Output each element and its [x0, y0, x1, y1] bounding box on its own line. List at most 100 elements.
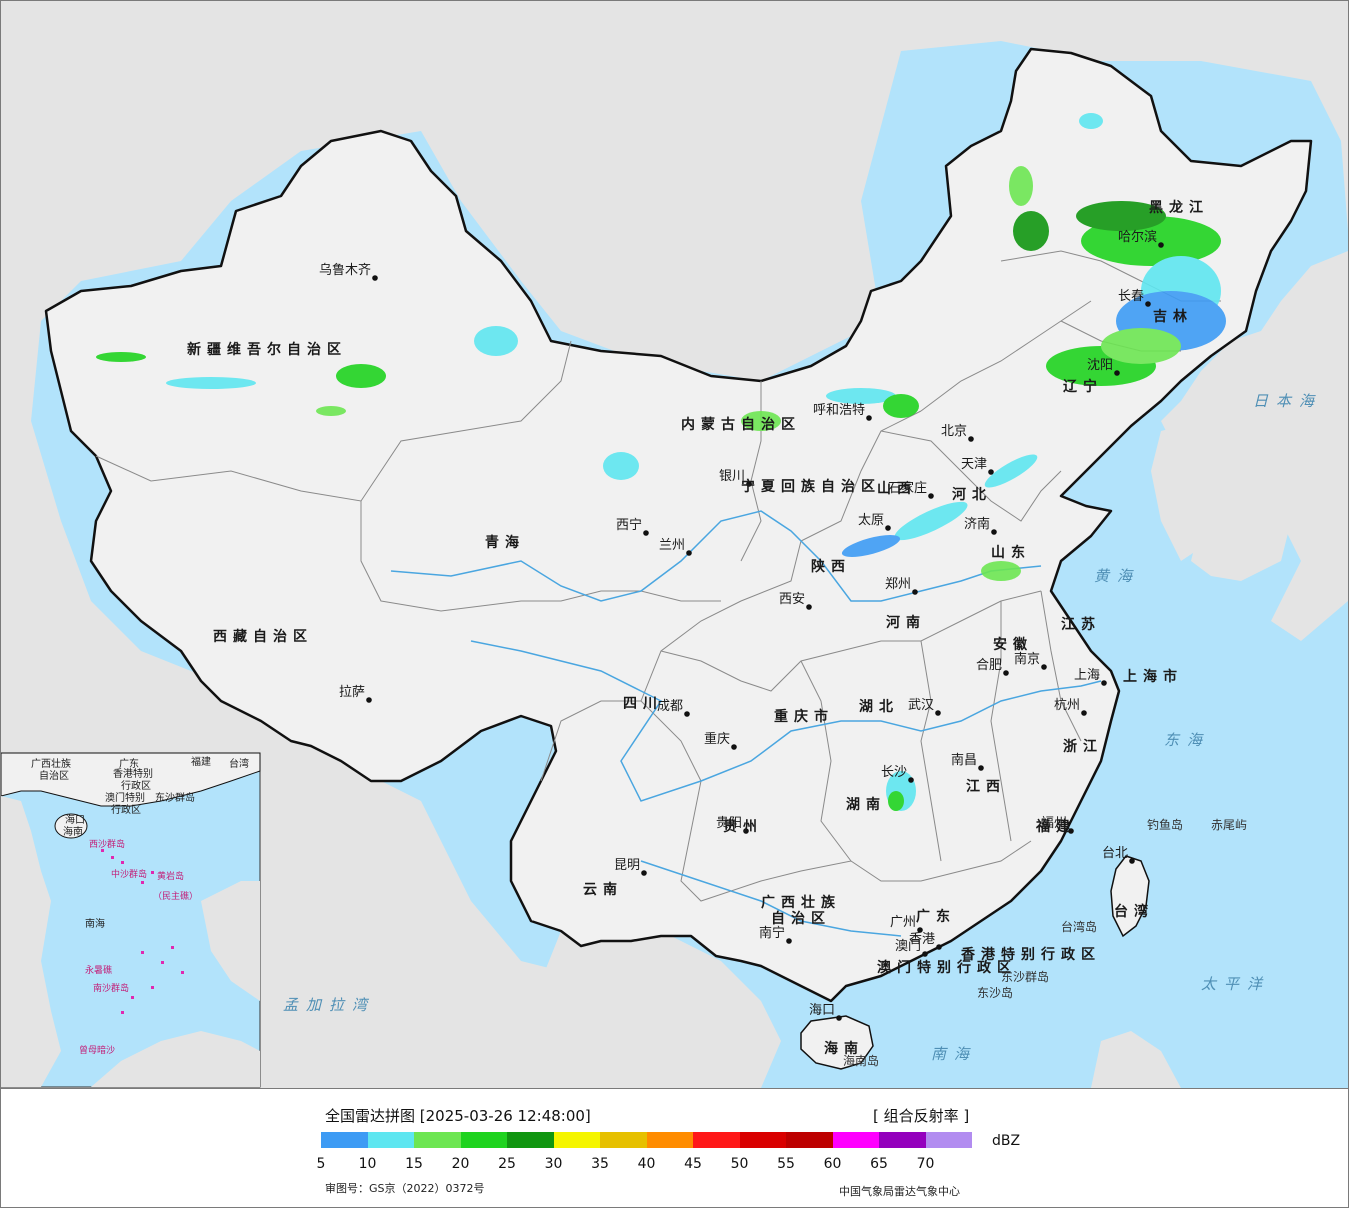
inset-label: 广东 — [119, 757, 139, 770]
legend-swatch — [507, 1132, 554, 1148]
inset-label: 东沙群岛 — [155, 791, 195, 804]
inset-hainan — [54, 813, 88, 839]
inset-label: 广西壮族 — [31, 757, 71, 770]
city-dot — [922, 951, 928, 957]
province-label: 内蒙古自治区 — [681, 416, 801, 433]
island-label: 台湾岛 — [1061, 919, 1097, 934]
province-label: 福建 — [1035, 818, 1076, 835]
sea-label: 太平洋 — [1201, 975, 1270, 993]
city-8: 石家庄 — [888, 480, 934, 499]
legend-swatch — [460, 1132, 507, 1148]
city-label: 郑州 — [885, 577, 911, 592]
city-label: 西宁 — [616, 517, 642, 533]
legend-tick: 55 — [777, 1156, 795, 1172]
city-2: 西宁 — [616, 517, 649, 536]
city-label: 成都 — [657, 699, 683, 714]
province-label: 云南 — [583, 881, 623, 898]
city-dot — [866, 415, 872, 421]
legend-tick: 30 — [544, 1156, 563, 1172]
legend-title: 全国雷达拼图 [2025-03-26 12:48:00] — [325, 1107, 591, 1125]
city-dot — [641, 870, 647, 876]
city-1: 拉萨 — [339, 685, 372, 703]
legend-tick: 15 — [405, 1156, 423, 1172]
city-dot — [1114, 370, 1120, 376]
legend-swatch — [553, 1132, 600, 1148]
inset-label: 澳门特别 — [105, 791, 145, 804]
inset-island-label: （民主礁） — [153, 890, 198, 902]
city-dot — [912, 589, 918, 595]
legend-swatch — [321, 1132, 368, 1148]
city-6: 北京 — [941, 424, 974, 442]
inset-mainland — [1, 752, 261, 807]
province-label: 自治区 — [771, 910, 831, 927]
city-26: 南宁 — [759, 925, 792, 944]
city-18: 成都 — [657, 699, 690, 717]
legend-tick: 20 — [451, 1156, 470, 1172]
city-dot — [786, 938, 792, 944]
legend-swatch — [693, 1132, 740, 1148]
city-dot — [1003, 670, 1009, 676]
source-organization: 中国气象局雷达气象中心 — [839, 1185, 960, 1198]
province-label: 湖南 — [846, 796, 886, 813]
city-dot — [836, 1015, 842, 1021]
city-19: 重庆 — [704, 731, 737, 750]
province-label: 广西壮族 — [761, 894, 841, 911]
island-label: 东沙群岛 — [1001, 969, 1049, 984]
province-label: 河南 — [886, 614, 926, 631]
inset-island-label: 中沙群岛 — [111, 868, 147, 880]
city-28: 香港 — [909, 932, 942, 950]
city-17: 武汉 — [908, 698, 941, 716]
city-label: 石家庄 — [888, 480, 927, 496]
sea-label: 东海 — [1164, 731, 1210, 749]
city-13: 南京 — [1014, 651, 1047, 670]
radar-echoes — [96, 113, 1226, 811]
legend-swatch — [925, 1132, 972, 1148]
city-15: 上海 — [1074, 668, 1107, 686]
province-label: 四川 — [623, 696, 663, 712]
city-label: 南昌 — [951, 752, 977, 768]
city-label: 武汉 — [908, 698, 934, 713]
legend-tick: 35 — [591, 1156, 609, 1172]
island-label: 海南岛 — [843, 1053, 879, 1068]
city-label: 西安 — [779, 592, 805, 607]
province-label: 河北 — [952, 486, 992, 503]
korea-japan-land — [1151, 401, 1348, 641]
legend-tick: 60 — [823, 1156, 842, 1172]
inset-label: 南海 — [85, 917, 105, 930]
province-label: 香港特别行政区 — [960, 946, 1101, 963]
inset-label: 福建 — [191, 755, 211, 768]
city-label: 澳门 — [895, 938, 921, 954]
province-label: 贵州 — [723, 818, 763, 835]
indochina-land — [521, 921, 781, 1088]
city-label: 福州 — [1041, 816, 1067, 831]
city-dot — [885, 525, 891, 531]
city-dot — [743, 828, 749, 834]
province-label: 青海 — [485, 534, 525, 551]
legend-swatch — [832, 1132, 879, 1148]
province-label: 江西 — [966, 778, 1006, 795]
city-dot — [908, 777, 914, 783]
city-dot — [978, 765, 984, 771]
city-label: 重庆 — [704, 731, 730, 747]
city-label: 广州 — [890, 915, 916, 930]
city-24: 贵阳 — [716, 816, 749, 834]
city-5: 呼和浩特 — [813, 403, 872, 421]
city-14: 合肥 — [976, 658, 1009, 676]
inset-philippines — [201, 881, 260, 1001]
province-label: 上海市 — [1123, 668, 1183, 685]
hainan-island — [800, 1015, 874, 1070]
city-label: 天津 — [961, 457, 987, 472]
city-label: 乌鲁木齐 — [319, 262, 371, 278]
legend-tick: 5 — [316, 1156, 326, 1172]
province-label: 新疆维吾尔自治区 — [187, 341, 347, 358]
rivers — [390, 510, 1102, 937]
legend-swatch — [414, 1132, 461, 1148]
island-label: 钓鱼岛 — [1147, 817, 1183, 832]
city-dot — [968, 436, 974, 442]
